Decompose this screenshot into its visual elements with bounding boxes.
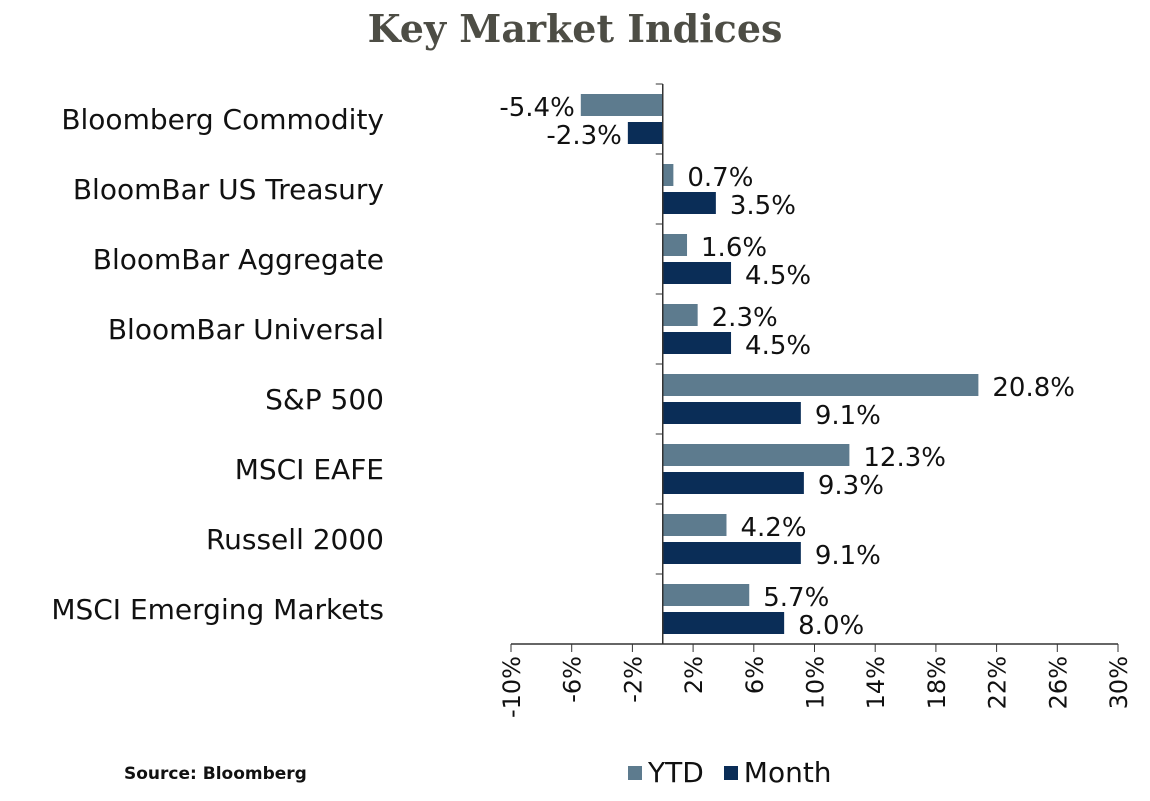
- x-tick-label: 6%: [741, 656, 769, 694]
- x-tick-label: 22%: [984, 656, 1012, 709]
- category-label: Bloomberg Commodity: [61, 103, 384, 136]
- data-label: -5.4%: [499, 93, 574, 123]
- legend-item-month: Month: [723, 756, 832, 789]
- bar-month: [662, 542, 801, 564]
- bar-month: [662, 472, 804, 494]
- category-label: MSCI EAFE: [235, 453, 384, 486]
- chart-title: Key Market Indices: [367, 6, 783, 51]
- data-label: 3.5%: [730, 191, 796, 221]
- bar-ytd: [662, 164, 674, 186]
- data-label: 9.3%: [818, 471, 884, 501]
- category-label: BloomBar Aggregate: [93, 243, 384, 276]
- source-note: Source: Bloomberg: [124, 764, 307, 784]
- bar-ytd: [662, 374, 979, 396]
- x-tick-label: 14%: [862, 656, 890, 709]
- legend-label-ytd: YTD: [648, 756, 704, 789]
- bar-month: [662, 192, 716, 214]
- category-label: Russell 2000: [206, 523, 384, 556]
- data-label: 9.1%: [815, 401, 881, 431]
- x-tick-label: 26%: [1044, 656, 1072, 709]
- data-label: 4.2%: [740, 513, 806, 543]
- x-tick-label: 30%: [1105, 656, 1133, 709]
- data-label: 1.6%: [701, 233, 767, 263]
- category-label: S&P 500: [265, 383, 384, 416]
- x-tick-label: -6%: [559, 656, 587, 703]
- legend-swatch-month: [723, 765, 738, 780]
- bar-month: [662, 612, 785, 634]
- x-tick-label: -10%: [498, 656, 526, 718]
- bar-ytd: [662, 444, 850, 466]
- data-label: 8.0%: [798, 611, 864, 641]
- legend-label-month: Month: [743, 756, 832, 789]
- x-tick-label: -2%: [619, 656, 647, 703]
- data-label: 0.7%: [687, 163, 753, 193]
- data-label: 4.5%: [745, 261, 811, 291]
- legend-item-ytd: YTD: [628, 756, 704, 789]
- x-tick-label: 2%: [680, 656, 708, 694]
- legend: YTD Month: [628, 756, 852, 789]
- bar-month: [662, 332, 732, 354]
- x-tick-label: 18%: [923, 656, 951, 709]
- data-label: 2.3%: [712, 303, 778, 333]
- bar-ytd: [580, 94, 663, 116]
- bar-month: [662, 262, 732, 284]
- data-label: -2.3%: [546, 121, 621, 151]
- category-label: BloomBar US Treasury: [73, 173, 384, 206]
- data-label: 9.1%: [815, 541, 881, 571]
- bar-ytd: [662, 584, 750, 606]
- bar-ytd: [662, 514, 727, 536]
- data-label: 12.3%: [863, 443, 946, 473]
- bar-ytd: [662, 304, 698, 326]
- x-tick-label: 10%: [802, 656, 830, 709]
- legend-swatch-ytd: [628, 765, 642, 780]
- bar-ytd: [662, 234, 688, 256]
- category-label: MSCI Emerging Markets: [51, 593, 384, 626]
- bar-month: [627, 122, 663, 144]
- bar-month: [662, 402, 801, 424]
- data-label: 4.5%: [745, 331, 811, 361]
- category-label: BloomBar Universal: [108, 313, 384, 346]
- data-label: 5.7%: [763, 583, 829, 613]
- data-label: 20.8%: [992, 373, 1075, 403]
